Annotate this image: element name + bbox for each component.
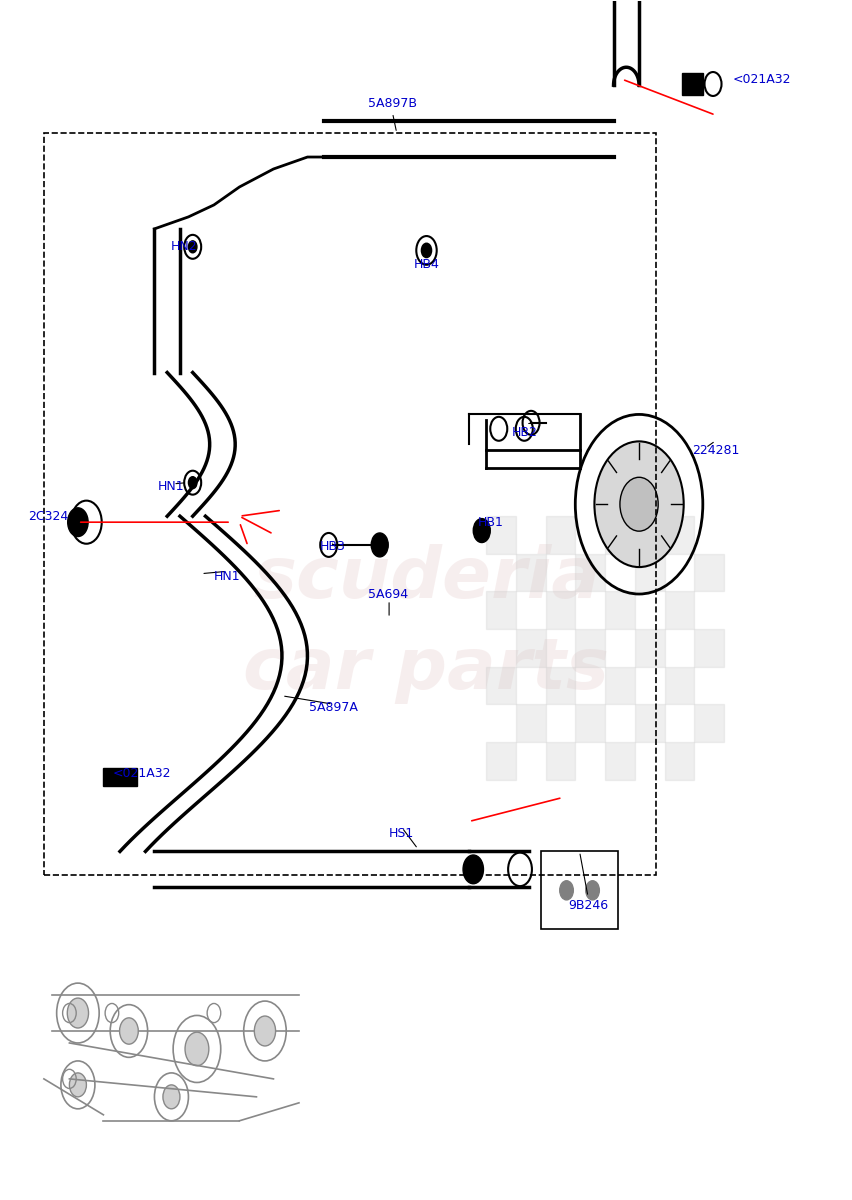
Text: HB1: HB1 [477,516,503,529]
Text: scuderia
car parts: scuderia car parts [243,544,609,703]
Text: 9B246: 9B246 [567,899,607,912]
Bar [545,667,574,704]
Circle shape [559,881,573,900]
Text: HS1: HS1 [388,827,413,840]
Bar [574,554,604,592]
Text: 5A897A: 5A897A [308,701,357,714]
Bar [486,516,515,554]
Bar [694,629,723,667]
Bar [681,73,702,95]
Circle shape [67,508,88,536]
Bar [634,629,664,667]
Bar [604,742,634,780]
Circle shape [463,856,483,883]
Bar [694,554,723,592]
Bar [486,742,515,780]
Circle shape [69,1073,86,1097]
Bar [515,554,545,592]
Circle shape [594,442,683,568]
Circle shape [371,533,388,557]
Text: 5A897B: 5A897B [367,97,417,109]
Bar [634,554,664,592]
Text: HB4: HB4 [413,258,439,271]
Text: HN1: HN1 [213,570,239,582]
Text: HN2: HN2 [170,240,198,253]
Bar [486,592,515,629]
Circle shape [254,1016,275,1046]
Bar [604,592,634,629]
Bar [604,667,634,704]
Bar [634,704,664,742]
Circle shape [473,518,490,542]
Circle shape [185,1032,209,1066]
Bar [574,629,604,667]
Text: 2C324: 2C324 [28,510,68,523]
Bar [486,667,515,704]
Text: HB2: HB2 [510,426,537,439]
Bar [103,768,137,786]
Text: HN1: HN1 [158,480,185,493]
Circle shape [188,241,197,253]
Bar [545,516,574,554]
Bar [515,629,545,667]
Circle shape [163,1085,180,1109]
Bar [664,742,694,780]
Text: HB3: HB3 [320,540,346,553]
Bar [694,704,723,742]
Bar [604,516,634,554]
Bar [574,704,604,742]
Bar [43,133,655,875]
Bar [664,516,694,554]
Circle shape [619,478,658,532]
Bar [664,592,694,629]
Text: <021A32: <021A32 [732,73,791,85]
Text: 5A694: 5A694 [368,588,408,600]
Circle shape [119,1018,138,1044]
Circle shape [585,881,599,900]
Bar [545,592,574,629]
Bar [515,704,545,742]
Circle shape [188,476,197,488]
Circle shape [67,998,89,1028]
Text: <021A32: <021A32 [112,767,170,780]
Bar [541,852,617,929]
Circle shape [421,244,431,258]
Bar [664,667,694,704]
Text: 224281: 224281 [691,444,739,457]
Bar [545,742,574,780]
